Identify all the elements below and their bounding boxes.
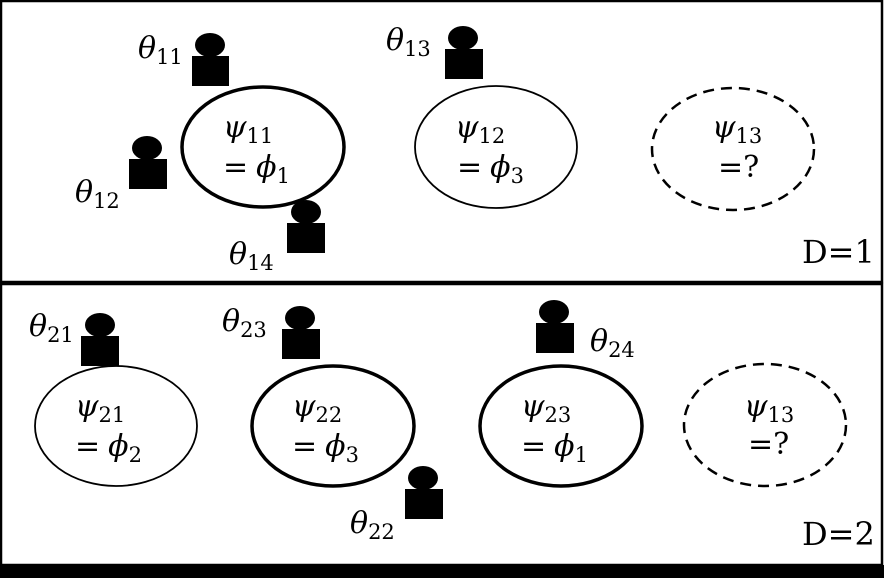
person-icon	[192, 33, 229, 86]
customer-theta11: θ11	[138, 31, 229, 86]
table-psi21: ψ21 = ϕ2	[34, 365, 198, 487]
person-icon	[287, 200, 325, 253]
table-psi22-dish: = ϕ3	[292, 429, 359, 467]
table-psi12-label: ψ12	[455, 110, 505, 148]
table-psi13-new-qmark: =?	[718, 150, 759, 185]
customer-theta12-label: θ12	[75, 175, 120, 213]
table-psi13-new-label: ψ13	[712, 110, 762, 148]
table-psi13-new-d2: ψ13 =?	[682, 362, 848, 488]
customer-theta24-label: θ24	[590, 324, 635, 362]
table-psi13-new-d2-label: ψ13	[744, 389, 794, 427]
customer-theta14-label: θ14	[229, 237, 274, 275]
customer-theta12: θ12	[75, 136, 167, 213]
customer-theta22-label: θ22	[350, 506, 395, 544]
person-icon	[536, 300, 574, 353]
table-psi23: ψ23 = ϕ1	[478, 364, 644, 488]
bottom-border-band	[0, 565, 884, 578]
table-psi23-circle	[478, 364, 644, 488]
panel-d1-label: D=1	[802, 233, 875, 271]
customer-theta11-label: θ11	[138, 31, 183, 69]
person-icon	[445, 26, 483, 79]
table-psi13-new-circle	[650, 86, 816, 212]
customer-theta14: θ14	[229, 200, 325, 275]
customer-theta23: θ23	[222, 304, 320, 359]
table-psi13-new-d2-circle	[682, 362, 848, 488]
table-psi11-dish: = ϕ1	[223, 150, 290, 188]
table-psi21-dish: = ϕ2	[75, 429, 142, 467]
table-psi12-dish: = ϕ3	[457, 150, 524, 188]
table-psi13-new: ψ13 =?	[650, 86, 816, 212]
person-icon	[405, 466, 443, 519]
person-icon	[282, 306, 320, 359]
customer-theta13: θ13	[386, 23, 483, 79]
person-icon	[81, 313, 119, 366]
customer-theta22: θ22	[350, 466, 443, 544]
customer-theta23-label: θ23	[222, 304, 267, 342]
table-psi22: ψ22 = ϕ3	[250, 364, 416, 488]
table-psi12: ψ12 = ϕ3	[414, 85, 578, 209]
table-psi22-circle	[250, 364, 416, 488]
customer-theta21-label: θ21	[29, 309, 74, 347]
customer-theta21: θ21	[29, 309, 119, 366]
panel-d1: ψ11 = ϕ1 ψ12 = ϕ3 ψ13 =?	[0, 0, 884, 284]
customer-theta13-label: θ13	[386, 23, 431, 61]
panel-d1-frame	[0, 0, 884, 284]
table-psi13-new-d2-qmark: =?	[748, 427, 789, 462]
table-psi23-dish: = ϕ1	[521, 429, 588, 467]
table-psi23-label: ψ23	[521, 389, 571, 427]
panel-d2-label: D=2	[802, 515, 875, 553]
person-icon	[129, 136, 167, 189]
table-psi21-label: ψ21	[75, 389, 125, 427]
table-psi12-circle	[414, 85, 578, 209]
table-psi11: ψ11 = ϕ1	[180, 85, 346, 209]
customer-theta24: θ24	[536, 300, 635, 362]
panel-d2: ψ21 = ϕ2 ψ22 = ϕ3 ψ23 = ϕ1	[0, 282, 884, 578]
table-psi11-label: ψ11	[223, 110, 273, 148]
table-psi11-circle	[180, 85, 346, 209]
table-psi22-label: ψ22	[292, 389, 342, 427]
